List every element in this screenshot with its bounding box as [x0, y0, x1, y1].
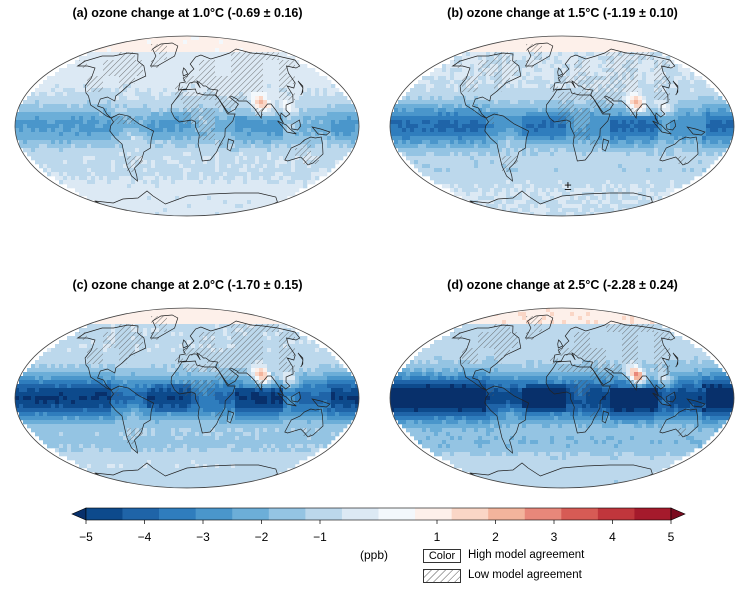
- legend-low-agreement: Low model agreement: [468, 569, 582, 581]
- panel-title: (b) ozone change at 1.5°C (-1.19 ± 0.10): [447, 6, 678, 20]
- ozone-field: [15, 308, 359, 488]
- colorbar-tick-label: −1: [313, 530, 327, 544]
- ozone-field: [15, 36, 359, 216]
- world-map: [389, 307, 735, 489]
- panel-c: (c) ozone change at 2.0°C (-1.70 ± 0.15): [0, 272, 375, 562]
- panel-d: (d) ozone change at 2.5°C (-2.28 ± 0.24): [375, 272, 750, 562]
- world-map: [14, 35, 360, 217]
- colorbar-tick-label: −4: [137, 530, 152, 544]
- ozone-field: [390, 36, 734, 216]
- panel-title: (a) ozone change at 1.0°C (-0.69 ± 0.16): [72, 6, 303, 20]
- hatching-low-agreement: [454, 44, 686, 172]
- colorbar-tick-label: −5: [79, 530, 93, 544]
- world-map: [14, 307, 360, 489]
- map-border: [389, 35, 735, 217]
- colorbar-tick-label: −3: [196, 530, 210, 544]
- legend-color-swatch: Color: [423, 549, 461, 563]
- colorbar-tick-label: 1: [433, 530, 441, 544]
- hatching-low-agreement: [79, 316, 311, 444]
- units-label: (ppb): [360, 548, 389, 562]
- coastlines: [76, 42, 331, 216]
- plus-minus-marker: ±: [564, 178, 571, 193]
- world-map: ±: [389, 35, 735, 217]
- ozone-field: [390, 308, 734, 488]
- map-border: [14, 307, 360, 489]
- map-border: [14, 35, 360, 217]
- panel-title: (d) ozone change at 2.5°C (-2.28 ± 0.24): [447, 278, 678, 292]
- colorbar-tick-label: 2: [492, 530, 499, 544]
- legend-high-agreement: High model agreement: [468, 549, 585, 561]
- colorbar-tick-label: 3: [550, 530, 558, 544]
- panel-b: (b) ozone change at 1.5°C (-1.19 ± 0.10)…: [375, 0, 750, 290]
- colorbar-tick-label: 4: [609, 530, 616, 544]
- panel-a: (a) ozone change at 1.0°C (-0.69 ± 0.16): [0, 0, 375, 290]
- colorbar-tick-label: 5: [667, 530, 675, 544]
- hatching-low-agreement: [454, 316, 686, 436]
- panel-title: (c) ozone change at 2.0°C (-1.70 ± 0.15): [72, 278, 303, 292]
- legend-color-label: Color: [428, 550, 456, 562]
- map-border: [389, 307, 735, 489]
- colorbar-tick-label: −2: [254, 530, 269, 544]
- legend-hatch-swatch: [423, 569, 461, 583]
